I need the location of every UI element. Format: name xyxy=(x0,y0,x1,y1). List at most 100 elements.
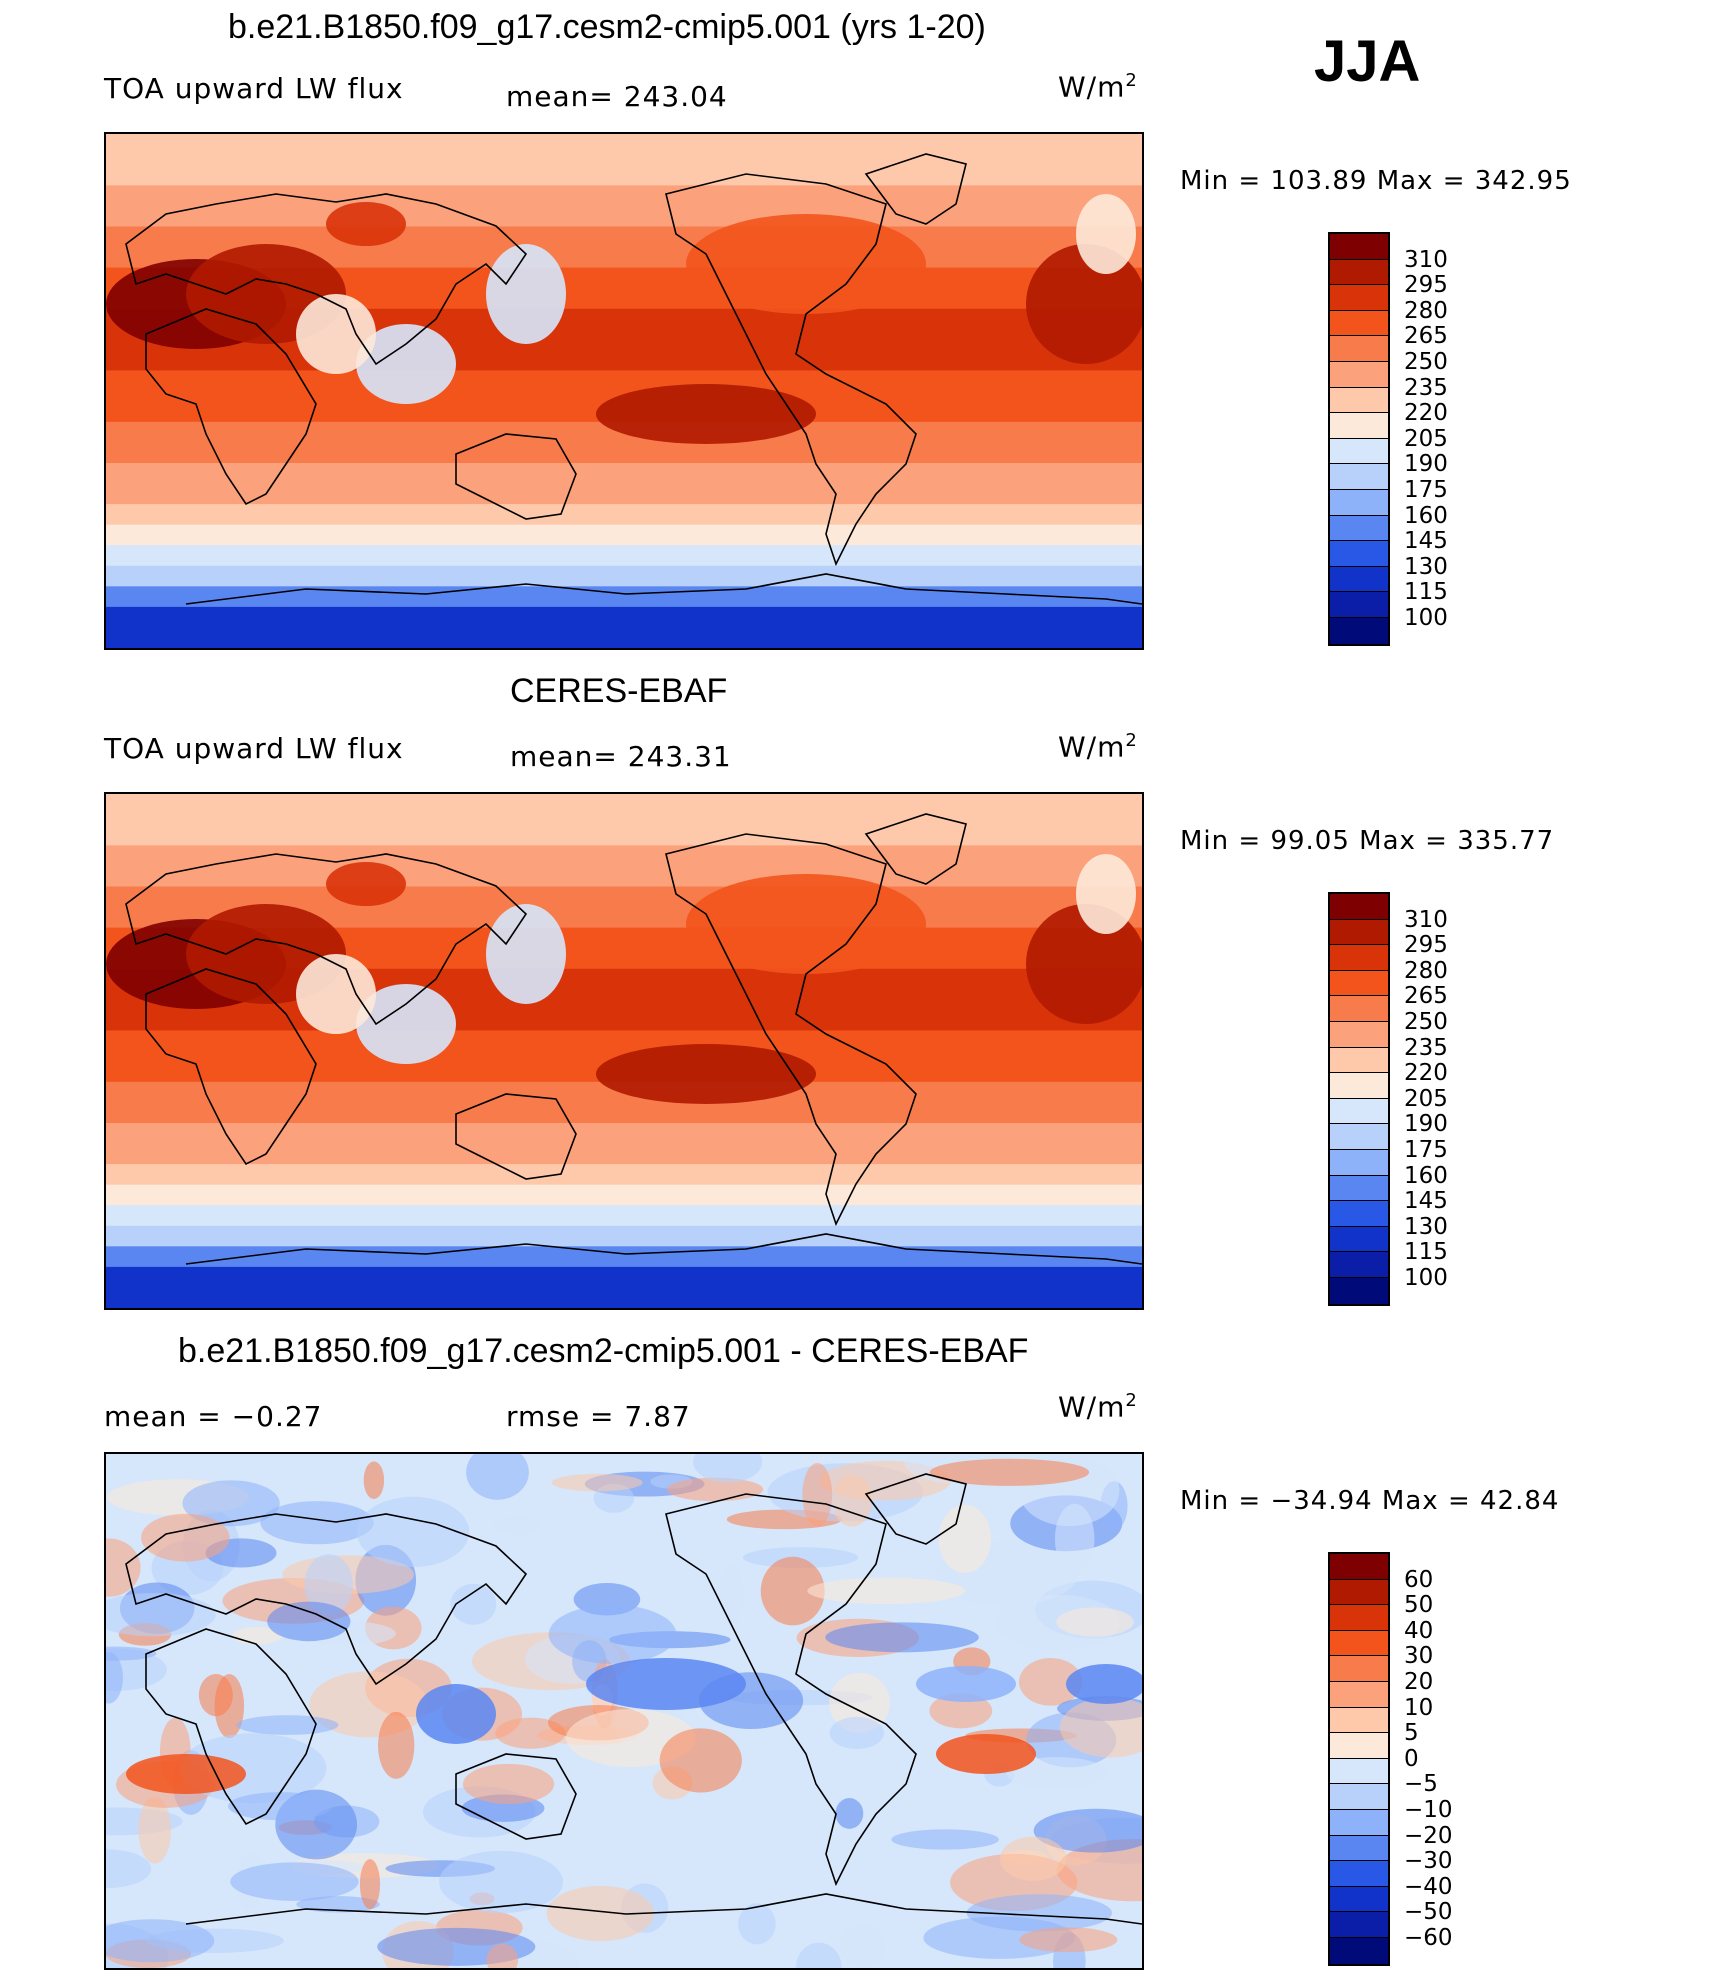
colorbar-tick-label: 5 xyxy=(1404,1720,1419,1747)
colorbar-swatch xyxy=(1330,970,1388,997)
colorbar-tick-label: 295 xyxy=(1404,272,1448,299)
colorbar-tick-label: 235 xyxy=(1404,1034,1448,1061)
colorbar-swatch xyxy=(1330,617,1388,644)
colorbar-swatch xyxy=(1330,259,1388,286)
colorbar-tick-label: 250 xyxy=(1404,349,1448,375)
colorbar-tick-label: −50 xyxy=(1404,1899,1453,1926)
panel-1-contour-map xyxy=(106,134,1142,648)
colorbar-swatch xyxy=(1330,566,1388,593)
panel-2-title: CERES-EBAF xyxy=(510,672,728,710)
colorbar-tick-label: 265 xyxy=(1404,983,1448,1010)
colorbar-tick-label: 130 xyxy=(1404,1213,1448,1240)
colorbar-tick-label: 175 xyxy=(1404,1137,1448,1163)
panel-1-map xyxy=(104,132,1144,650)
colorbar-swatch xyxy=(1330,285,1388,311)
colorbar-swatch xyxy=(1330,464,1388,490)
colorbar-tick-label: 190 xyxy=(1404,1111,1448,1138)
panel-3-title: b.e21.B1850.f09_g17.cesm2-cmip5.001 - CE… xyxy=(178,1332,1029,1370)
colorbar-swatch xyxy=(1330,361,1388,388)
colorbar-swatch xyxy=(1330,1073,1388,1099)
colorbar-tick-label: 160 xyxy=(1404,1162,1448,1189)
colorbar-tick-label: 310 xyxy=(1404,246,1448,273)
colorbar-tick-label: −60 xyxy=(1404,1925,1453,1951)
colorbar-swatch xyxy=(1330,1656,1388,1682)
colorbar-swatch xyxy=(1330,1098,1388,1125)
colorbar-tick-label: 60 xyxy=(1404,1566,1434,1593)
colorbar-swatch xyxy=(1330,1554,1388,1580)
colorbar-tick-label: −5 xyxy=(1404,1771,1438,1798)
colorbar-swatch xyxy=(1330,1733,1388,1759)
colorbar-tick-label: 220 xyxy=(1404,400,1448,427)
colorbar-tick-label: −20 xyxy=(1404,1822,1453,1849)
colorbar-tick-label: 265 xyxy=(1404,323,1448,350)
panel-2-colorbar xyxy=(1328,892,1390,1306)
panel-1-mean-label: mean= 243.04 xyxy=(506,80,728,113)
panel-1-variable-label: TOA upward LW flux xyxy=(104,72,404,105)
panel-1-colorbar xyxy=(1328,232,1390,646)
colorbar-tick-label: 175 xyxy=(1404,477,1448,503)
colorbar-tick-label: 145 xyxy=(1404,528,1448,555)
colorbar-swatch xyxy=(1330,1758,1388,1785)
panel-2-variable-label: TOA upward LW flux xyxy=(104,732,404,765)
colorbar-tick-label: 100 xyxy=(1404,605,1448,631)
colorbar-tick-label: 310 xyxy=(1404,906,1448,933)
panel-2-map xyxy=(104,792,1144,1310)
colorbar-tick-label: 280 xyxy=(1404,297,1448,324)
colorbar-swatch xyxy=(1330,1835,1388,1862)
panel-1-title: b.e21.B1850.f09_g17.cesm2-cmip5.001 (yrs… xyxy=(228,8,986,46)
colorbar-swatch xyxy=(1330,336,1388,362)
colorbar-swatch xyxy=(1330,1124,1388,1150)
colorbar-tick-label: 30 xyxy=(1404,1643,1434,1670)
colorbar-swatch xyxy=(1330,1021,1388,1048)
colorbar-tick-label: 160 xyxy=(1404,502,1448,529)
colorbar-swatch xyxy=(1330,1861,1388,1887)
colorbar-swatch xyxy=(1330,996,1388,1022)
season-label: JJA xyxy=(1314,29,1421,94)
colorbar-swatch xyxy=(1330,541,1388,567)
panel-3-minmax: Min = −34.94 Max = 42.84 xyxy=(1180,1486,1560,1516)
panel-3-mean-label: mean = −0.27 xyxy=(104,1400,323,1433)
colorbar-tick-label: 115 xyxy=(1404,579,1448,606)
colorbar-swatch xyxy=(1330,234,1388,260)
colorbar-swatch xyxy=(1330,413,1388,439)
panel-1-minmax: Min = 103.89 Max = 342.95 xyxy=(1180,166,1572,196)
colorbar-tick-label: −10 xyxy=(1404,1797,1453,1823)
colorbar-swatch xyxy=(1330,919,1388,946)
colorbar-tick-label: 205 xyxy=(1404,425,1448,452)
colorbar-swatch xyxy=(1330,438,1388,465)
colorbar-tick-label: −30 xyxy=(1404,1848,1453,1875)
colorbar-tick-label: 0 xyxy=(1404,1745,1419,1772)
colorbar-swatch xyxy=(1330,515,1388,542)
colorbar-tick-label: 145 xyxy=(1404,1188,1448,1215)
colorbar-tick-label: 250 xyxy=(1404,1009,1448,1035)
panel-2-mean-label: mean= 243.31 xyxy=(510,740,732,773)
colorbar-tick-label: 115 xyxy=(1404,1239,1448,1266)
colorbar-swatch xyxy=(1330,1630,1388,1657)
colorbar-tick-label: 50 xyxy=(1404,1592,1434,1619)
colorbar-tick-label: 130 xyxy=(1404,553,1448,580)
panel-3-colorbar xyxy=(1328,1552,1390,1966)
colorbar-swatch xyxy=(1330,310,1388,337)
colorbar-swatch xyxy=(1330,1681,1388,1708)
colorbar-tick-label: 100 xyxy=(1404,1265,1448,1291)
colorbar-swatch xyxy=(1330,1784,1388,1810)
panel-3-contour-map xyxy=(106,1454,1142,1968)
colorbar-tick-label: −40 xyxy=(1404,1873,1453,1900)
colorbar-swatch xyxy=(1330,592,1388,618)
colorbar-swatch xyxy=(1330,1912,1388,1938)
panel-3-rmse-label: rmse = 7.87 xyxy=(506,1400,691,1433)
panel-3-map xyxy=(104,1452,1144,1970)
colorbar-swatch xyxy=(1330,1886,1388,1913)
colorbar-tick-label: 190 xyxy=(1404,451,1448,478)
panel-2-unit-label: W/m2 xyxy=(1058,730,1138,764)
panel-2-minmax: Min = 99.05 Max = 335.77 xyxy=(1180,826,1555,856)
colorbar-swatch xyxy=(1330,1605,1388,1631)
panel-2-contour-map xyxy=(106,794,1142,1308)
colorbar-tick-label: 280 xyxy=(1404,957,1448,984)
colorbar-swatch xyxy=(1330,1047,1388,1074)
colorbar-tick-label: 205 xyxy=(1404,1085,1448,1112)
colorbar-tick-label: 40 xyxy=(1404,1617,1434,1644)
colorbar-swatch xyxy=(1330,1707,1388,1734)
colorbar-swatch xyxy=(1330,1809,1388,1836)
panel-3-unit-label: W/m2 xyxy=(1058,1390,1138,1424)
